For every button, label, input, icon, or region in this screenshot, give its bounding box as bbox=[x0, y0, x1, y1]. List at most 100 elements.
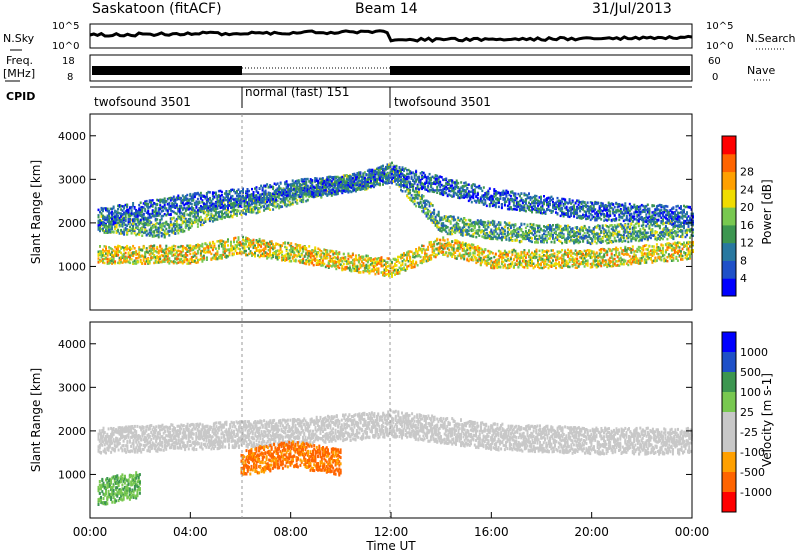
power-mark bbox=[219, 242, 222, 245]
power-mark bbox=[315, 258, 318, 262]
power-mark bbox=[306, 251, 309, 254]
power-mark bbox=[175, 257, 178, 261]
power-mark bbox=[156, 261, 159, 264]
power-mark bbox=[377, 260, 380, 263]
power-mark bbox=[111, 259, 114, 262]
power-mark bbox=[234, 245, 237, 248]
power-mark bbox=[227, 248, 229, 251]
power-mark bbox=[181, 254, 184, 258]
power-mark bbox=[284, 242, 287, 245]
power-mark bbox=[329, 249, 332, 253]
power-mark bbox=[138, 246, 141, 249]
power-mark bbox=[246, 237, 249, 240]
power-mark bbox=[348, 267, 351, 270]
power-mark bbox=[371, 259, 374, 263]
power-mark bbox=[302, 261, 305, 265]
power-mark bbox=[427, 257, 430, 261]
power-mark bbox=[323, 256, 326, 260]
power-mark bbox=[553, 241, 556, 244]
power-mark bbox=[195, 256, 198, 260]
power-mark bbox=[409, 250, 412, 253]
power-mark bbox=[357, 254, 360, 257]
power-mark bbox=[266, 241, 269, 245]
power-mark bbox=[404, 269, 407, 272]
power-mark bbox=[303, 245, 306, 249]
power-mark bbox=[353, 258, 356, 261]
power-mark bbox=[440, 242, 443, 246]
power-mark bbox=[366, 267, 369, 271]
power-mark bbox=[272, 243, 275, 246]
power-mark bbox=[124, 251, 127, 255]
power-mark bbox=[162, 254, 165, 258]
power-mark bbox=[272, 252, 275, 255]
power-mark bbox=[407, 260, 410, 263]
power-mark bbox=[300, 246, 303, 250]
power-mark bbox=[163, 235, 166, 239]
power-mark bbox=[344, 256, 347, 259]
power-mark bbox=[157, 235, 160, 239]
power-mark bbox=[186, 250, 189, 253]
power-mark bbox=[655, 259, 658, 262]
power-mark bbox=[348, 255, 351, 258]
power-mark bbox=[397, 272, 399, 275]
power-mark bbox=[196, 222, 199, 226]
power-mark bbox=[222, 247, 225, 251]
power-mark bbox=[148, 223, 151, 227]
power-mark bbox=[619, 246, 622, 250]
power-mark bbox=[135, 250, 138, 253]
power-mark bbox=[133, 247, 136, 250]
power-mark bbox=[108, 258, 111, 261]
power-mark bbox=[407, 264, 410, 268]
power-mark bbox=[320, 250, 323, 253]
power-mark bbox=[505, 238, 508, 241]
power-mark bbox=[178, 258, 181, 262]
power-mark bbox=[102, 251, 104, 254]
power-mark bbox=[443, 244, 446, 247]
power-mark bbox=[389, 262, 392, 266]
power-mark bbox=[354, 257, 357, 261]
power-mark bbox=[428, 204, 431, 208]
power-mark bbox=[323, 248, 326, 251]
power-mark bbox=[154, 259, 157, 263]
power-mark bbox=[210, 244, 213, 247]
power-mark bbox=[312, 258, 315, 261]
power-mark bbox=[407, 250, 410, 253]
power-mark bbox=[302, 200, 305, 204]
power-mark bbox=[416, 197, 419, 200]
power-mark bbox=[451, 248, 454, 251]
power-mark bbox=[100, 252, 103, 255]
power-mark bbox=[461, 231, 464, 235]
power-mark bbox=[555, 231, 557, 235]
power-mark bbox=[129, 258, 132, 261]
station-title: Saskatoon (fitACF) bbox=[92, 1, 222, 17]
power-mark bbox=[380, 261, 383, 265]
power-mark bbox=[497, 258, 500, 262]
power-mark bbox=[380, 271, 383, 274]
power-mark bbox=[220, 242, 223, 246]
power-mark bbox=[260, 243, 263, 246]
power-mark bbox=[630, 251, 633, 254]
power-mark bbox=[338, 252, 341, 256]
power-mark bbox=[118, 259, 121, 262]
power-mark bbox=[192, 259, 195, 262]
power-mark bbox=[415, 248, 418, 251]
power-mark bbox=[288, 252, 291, 256]
power-mark bbox=[196, 261, 199, 264]
power-mark bbox=[448, 244, 451, 248]
power-mark bbox=[115, 252, 118, 256]
power-mark bbox=[341, 260, 344, 263]
power-mark bbox=[118, 245, 121, 248]
power-mark bbox=[172, 261, 175, 265]
power-mark bbox=[491, 252, 494, 255]
power-mark bbox=[427, 248, 430, 251]
power-mark bbox=[336, 257, 339, 261]
power-mark bbox=[160, 247, 163, 251]
power-mark bbox=[168, 262, 171, 265]
power-mark bbox=[189, 247, 192, 250]
power-mark bbox=[236, 243, 238, 247]
power-mark bbox=[309, 250, 312, 253]
power-mark bbox=[117, 248, 120, 252]
power-mark bbox=[318, 259, 321, 263]
power-mark bbox=[458, 226, 461, 229]
power-mark bbox=[302, 247, 305, 251]
